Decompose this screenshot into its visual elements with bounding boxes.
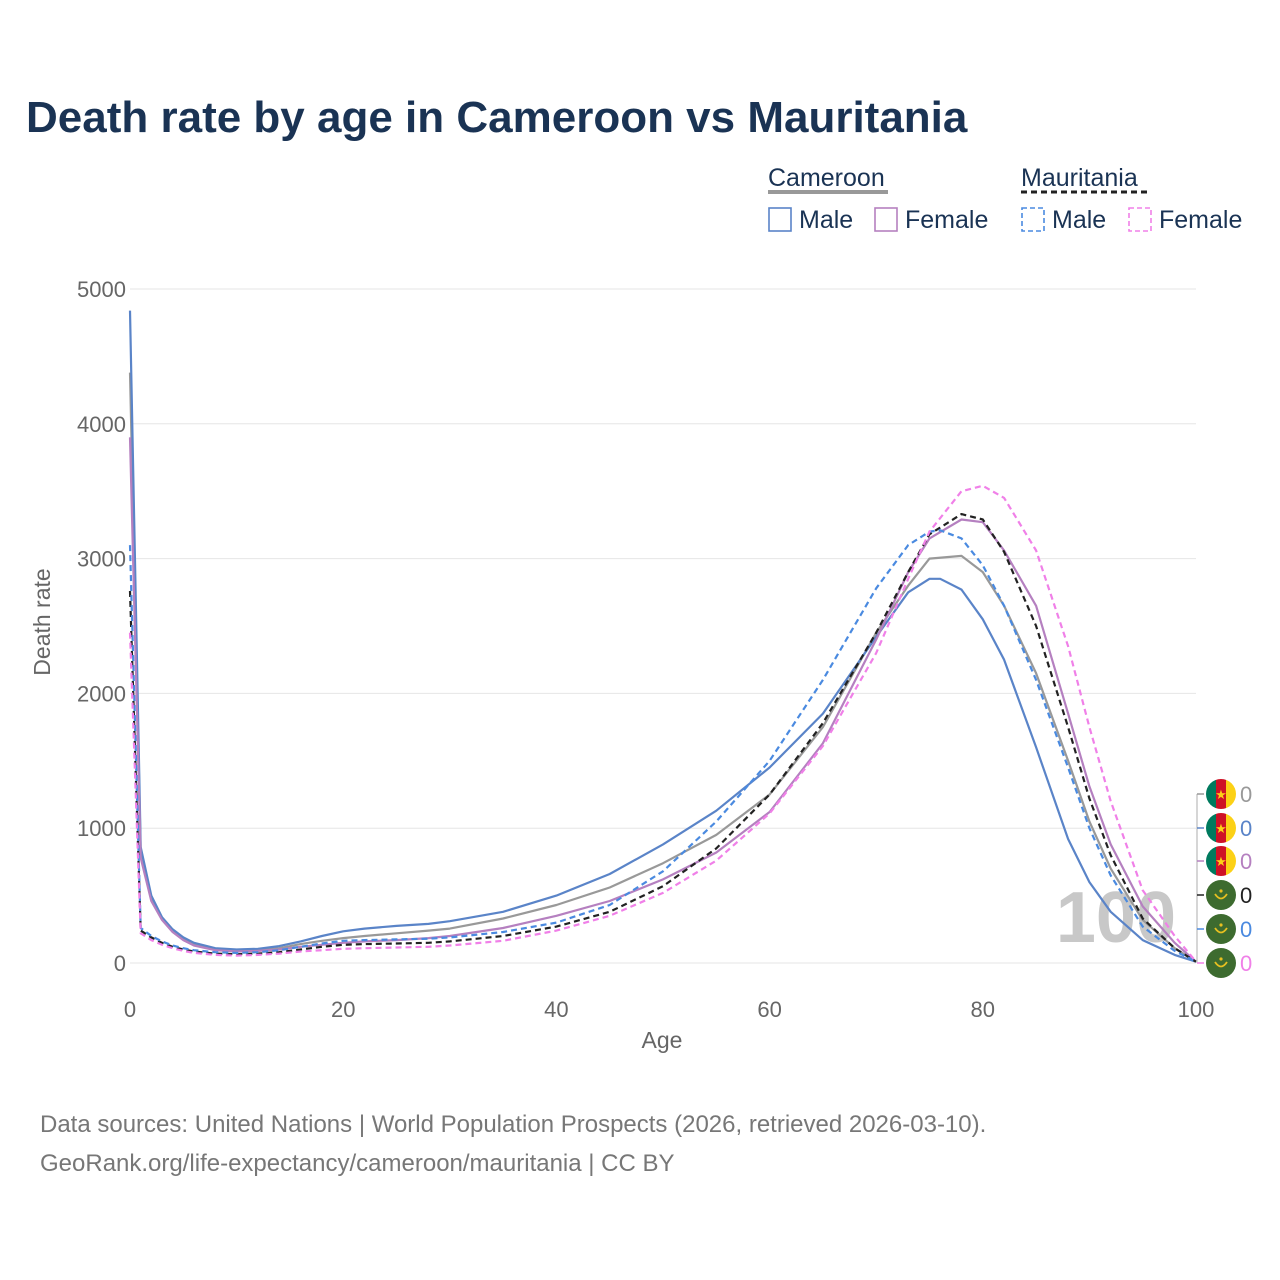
y-tick-label: 1000 xyxy=(77,816,126,841)
series-lines xyxy=(128,310,1197,963)
legend-label-female: Female xyxy=(1159,206,1242,234)
series-line-cameroon-female xyxy=(128,437,1197,963)
y-tick-label: 0 xyxy=(114,951,126,976)
cameroon-flag-icon: ★ xyxy=(1206,779,1236,809)
x-axis-title: Age xyxy=(642,1027,683,1053)
series-line-mauritania-total xyxy=(128,513,1197,963)
legend-label-male: Male xyxy=(799,206,853,234)
footer-link: GeoRank.org/life-expectancy/cameroon/mau… xyxy=(40,1150,675,1177)
legend-swatch-female xyxy=(874,207,898,232)
legend: Cameroon Male Female Mauritania Male Female xyxy=(768,164,1242,234)
end-value-label: 0 xyxy=(1240,816,1252,841)
mauritania-flag-icon xyxy=(1206,880,1236,910)
x-axis-ticks: 0 20 40 60 80 100 xyxy=(124,997,1214,1022)
cameroon-flag-icon: ★ xyxy=(1206,846,1236,876)
legend-country-label: Mauritania xyxy=(1021,164,1138,192)
x-tick-label: 60 xyxy=(757,997,781,1022)
y-tick-label: 2000 xyxy=(77,681,126,706)
legend-swatch-male xyxy=(768,207,792,232)
y-tick-label: 3000 xyxy=(77,547,126,572)
y-axis-ticks: 0 1000 2000 3000 4000 5000 xyxy=(77,277,126,976)
series-line-cameroon-male xyxy=(128,310,1197,963)
end-value-label: 0 xyxy=(1240,951,1252,976)
end-value-label: 0 xyxy=(1240,782,1252,807)
end-value-label: 0 xyxy=(1240,849,1252,874)
legend-swatch-female xyxy=(1128,207,1152,232)
legend-country-label: Cameroon xyxy=(768,164,885,192)
footer-source: Data sources: United Nations | World Pop… xyxy=(40,1111,986,1138)
series-line-cameroon-total xyxy=(128,372,1197,963)
x-tick-label: 100 xyxy=(1178,997,1215,1022)
chart-title: Death rate by age in Cameroon vs Maurita… xyxy=(26,93,968,142)
x-tick-label: 80 xyxy=(971,997,995,1022)
cameroon-flag-icon: ★ xyxy=(1206,813,1236,843)
end-markers: ★ 0 ★ 0 ★ 0 0 0 0 xyxy=(1196,779,1252,978)
x-tick-label: 40 xyxy=(544,997,568,1022)
legend-swatch-male xyxy=(1021,207,1045,232)
svg-text:★: ★ xyxy=(1215,822,1227,837)
svg-text:★: ★ xyxy=(1215,788,1227,803)
series-line-mauritania-female xyxy=(128,484,1197,963)
legend-label-female: Female xyxy=(905,206,988,234)
mauritania-flag-icon xyxy=(1206,914,1236,944)
x-tick-label: 0 xyxy=(124,997,136,1022)
mauritania-flag-icon xyxy=(1206,948,1236,978)
x-tick-label: 20 xyxy=(331,997,355,1022)
end-value-label: 0 xyxy=(1240,883,1252,908)
y-tick-label: 4000 xyxy=(77,412,126,437)
gridlines xyxy=(130,288,1196,964)
y-tick-label: 5000 xyxy=(77,277,126,302)
y-axis-title: Death rate xyxy=(29,568,55,675)
age-label: 100 xyxy=(1056,878,1176,958)
end-value-label: 0 xyxy=(1240,917,1252,942)
svg-text:★: ★ xyxy=(1215,855,1227,870)
legend-label-male: Male xyxy=(1052,206,1106,234)
